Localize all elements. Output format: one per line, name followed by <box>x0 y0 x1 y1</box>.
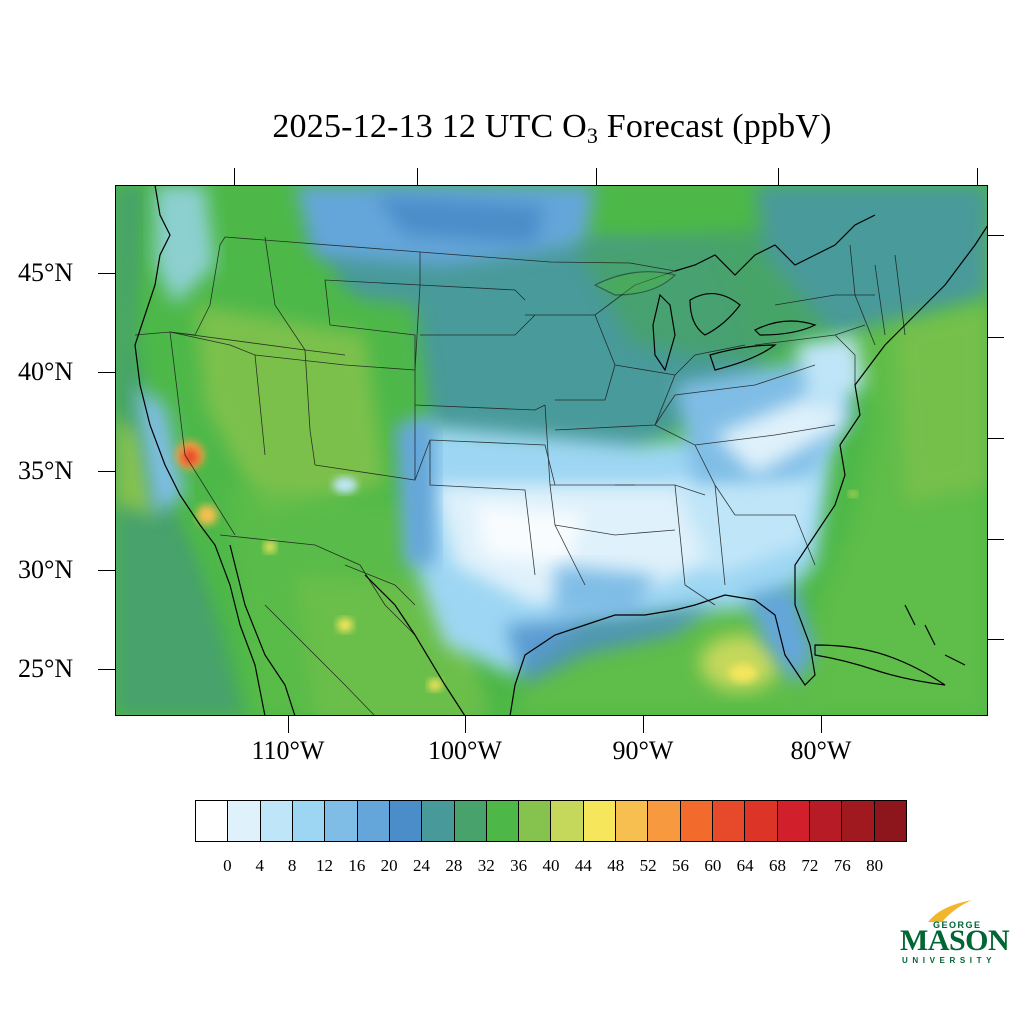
colorbar-swatch <box>809 801 843 841</box>
left-tick <box>98 570 115 571</box>
george-mason-logo: GEORGE MASON UNIVERSITY <box>896 898 1010 970</box>
colorbar-tick-label: 64 <box>736 856 754 875</box>
colorbar-swatch <box>260 801 293 841</box>
colorbar-tick-label: 28 <box>445 856 463 875</box>
logo-swoosh-icon <box>928 900 972 922</box>
colorbar-swatch <box>648 801 681 841</box>
right-tick <box>987 235 1004 236</box>
left-tick <box>98 372 115 373</box>
colorbar-swatch <box>583 801 617 841</box>
left-tick <box>98 273 115 274</box>
colorbar-tick-label: 32 <box>477 856 495 875</box>
colorbar-tick-label: 48 <box>607 856 625 875</box>
lat-label-35n: 35°N <box>18 456 74 485</box>
colorbar-swatch <box>422 801 455 841</box>
lon-label-90w: 90°W <box>612 736 674 765</box>
top-tick <box>234 168 235 185</box>
colorbar-tick-label: 24 <box>413 856 431 875</box>
colorbar-swatch <box>551 801 584 841</box>
top-tick <box>596 168 597 185</box>
logo-university-text: UNIVERSITY <box>902 956 997 965</box>
colorbar-swatch <box>292 801 326 841</box>
colorbar-swatch <box>486 801 520 841</box>
lat-label-45n: 45°N <box>18 258 74 287</box>
colorbar-swatch <box>454 801 487 841</box>
colorbar-swatch <box>616 801 649 841</box>
right-tick <box>987 639 1004 640</box>
colorbar-tick-label: 4 <box>255 856 264 875</box>
colorbar-swatch <box>777 801 810 841</box>
right-tick <box>987 539 1004 540</box>
colorbar-tick-label: 72 <box>801 856 819 875</box>
colorbar-tick-label: 56 <box>671 856 689 875</box>
colorbar-tick-label: 36 <box>510 856 528 875</box>
bottom-tick <box>288 716 289 733</box>
colorbar-swatch <box>325 801 358 841</box>
lon-label-100w: 100°W <box>428 736 502 765</box>
title-subscript: 3 <box>586 123 599 148</box>
left-tick <box>98 669 115 670</box>
colorbar-tick-label: 80 <box>866 856 884 875</box>
colorbar-swatch <box>745 801 778 841</box>
colorbar-tick-label: 76 <box>833 856 851 875</box>
colorbar-swatch <box>196 801 229 841</box>
colorbar-tick-label: 0 <box>223 856 232 875</box>
left-tick <box>98 471 115 472</box>
colorbar-swatch <box>874 801 906 841</box>
chart-title: 2025-12-13 12 UTC O3 Forecast (ppbV) <box>0 108 1024 149</box>
colorbar-tick-label: 60 <box>704 856 722 875</box>
colorbar-tick-label: 44 <box>574 856 592 875</box>
top-tick <box>977 168 978 185</box>
colorbar-tick-label: 40 <box>542 856 560 875</box>
colorbar-tick-label: 16 <box>348 856 366 875</box>
colorbar-swatch <box>228 801 261 841</box>
lon-label-80w: 80°W <box>790 736 852 765</box>
colorbar-tick-label: 12 <box>315 856 333 875</box>
lat-label-30n: 30°N <box>18 555 74 584</box>
logo-mason-text: MASON <box>900 924 1010 957</box>
ozone-forecast-map <box>115 185 988 716</box>
bottom-tick <box>465 716 466 733</box>
top-tick <box>417 168 418 185</box>
lon-label-110w: 110°W <box>251 736 325 765</box>
right-tick <box>987 337 1004 338</box>
top-tick <box>778 168 779 185</box>
title-suffix: Forecast (ppbV) <box>598 108 832 145</box>
lat-label-40n: 40°N <box>18 357 74 386</box>
colorbar-swatch <box>389 801 423 841</box>
colorbar-tick-label: 8 <box>287 856 297 875</box>
colorbar-tick-label: 52 <box>639 856 657 875</box>
bottom-tick <box>821 716 822 733</box>
logo-george-text: GEORGE <box>933 920 982 930</box>
colorbar <box>195 800 907 842</box>
colorbar-swatch <box>357 801 390 841</box>
colorbar-tick-label: 68 <box>769 856 787 875</box>
colorbar-tick-label: 20 <box>380 856 398 875</box>
colorbar-swatch <box>680 801 713 841</box>
state-boundaries <box>134 236 906 716</box>
title-prefix: 2025-12-13 12 UTC O <box>272 108 587 145</box>
colorbar-swatch <box>713 801 746 841</box>
lat-label-25n: 25°N <box>18 654 74 683</box>
coastlines <box>134 185 988 716</box>
colorbar-swatch <box>842 801 875 841</box>
bottom-tick <box>643 716 644 733</box>
colorbar-swatch <box>519 801 552 841</box>
right-tick <box>987 438 1004 439</box>
